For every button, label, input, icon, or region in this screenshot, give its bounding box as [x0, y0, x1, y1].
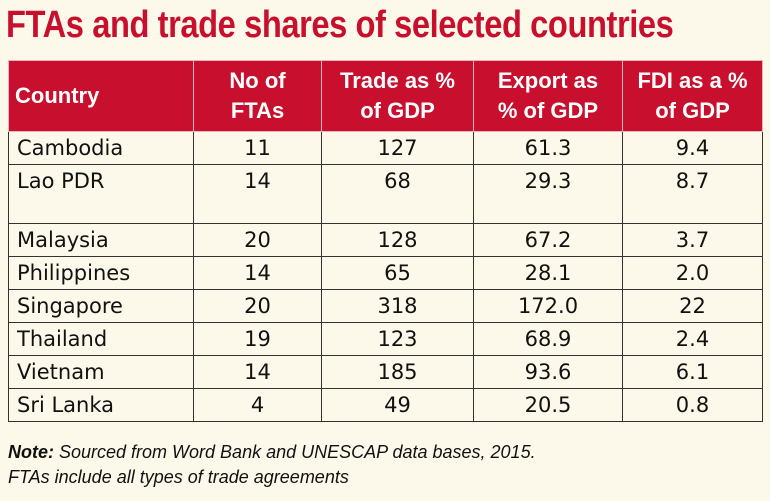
cell-trade: 128 [321, 223, 474, 257]
note-label: Note: [8, 442, 54, 462]
cell-country: Malaysia [8, 223, 194, 257]
cell-fdi: 0.8 [622, 388, 763, 422]
cell-ftas: 4 [193, 388, 322, 422]
cell-trade: 185 [321, 355, 474, 389]
cell-fdi: 2.0 [622, 256, 763, 290]
cell-export: 61.3 [473, 131, 623, 165]
cell-export: 28.1 [473, 256, 623, 290]
cell-export: 20.5 [473, 388, 623, 422]
cell-trade: 318 [321, 289, 474, 323]
table-row: Vietnam 14 185 93.6 6.1 [8, 355, 763, 389]
table-row: Cambodia 11 127 61.3 9.4 [8, 131, 763, 165]
cell-fdi: 3.7 [622, 223, 763, 257]
cell-fdi: 22 [622, 289, 763, 323]
cell-export: 68.9 [473, 322, 623, 356]
cell-fdi: 8.7 [622, 164, 763, 224]
cell-trade: 68 [321, 164, 474, 224]
cell-country: Thailand [8, 322, 194, 356]
header-country: Country [8, 60, 194, 132]
cell-fdi: 2.4 [622, 322, 763, 356]
header-fdi-gdp: FDI as a % of GDP [622, 60, 763, 132]
table-header-row: Country No of FTAs Trade as % of GDP Expor… [8, 60, 763, 132]
cell-trade: 49 [321, 388, 474, 422]
cell-country: Singapore [8, 289, 194, 323]
cell-ftas: 20 [193, 223, 322, 257]
table-row: Sri Lanka 4 49 20.5 0.8 [8, 388, 763, 422]
cell-trade: 127 [321, 131, 474, 165]
cell-trade: 65 [321, 256, 474, 290]
cell-ftas: 14 [193, 256, 322, 290]
cell-country: Philippines [8, 256, 194, 290]
header-trade-gdp: Trade as % of GDP [321, 60, 474, 132]
cell-fdi: 6.1 [622, 355, 763, 389]
cell-export: 67.2 [473, 223, 623, 257]
page-title: FTAs and trade shares of selected countr… [6, 4, 674, 46]
cell-country: Sri Lanka [8, 388, 194, 422]
cell-country: Lao PDR [8, 164, 194, 224]
cell-country: Cambodia [8, 131, 194, 165]
cell-ftas: 11 [193, 131, 322, 165]
table-row: Malaysia 20 128 67.2 3.7 [8, 223, 763, 257]
footnote: Note: Sourced from Word Bank and UNESCAP… [8, 440, 536, 490]
cell-ftas: 19 [193, 322, 322, 356]
note-source: Sourced from Word Bank and UNESCAP data … [54, 442, 536, 462]
table-row: Singapore 20 318 172.0 22 [8, 289, 763, 323]
cell-ftas: 14 [193, 355, 322, 389]
cell-export: 93.6 [473, 355, 623, 389]
header-export-gdp: Export as% of GDP [473, 60, 623, 132]
cell-fdi: 9.4 [622, 131, 763, 165]
table-row: Thailand 19 123 68.9 2.4 [8, 322, 763, 356]
footnote-line-1: Note: Sourced from Word Bank and UNESCAP… [8, 440, 536, 465]
cell-ftas: 14 [193, 164, 322, 224]
trade-table: Country No of FTAs Trade as % of GDP Expor… [8, 60, 763, 422]
table-row: Lao PDR 14 68 29.3 8.7 [8, 164, 763, 224]
footnote-line-2: FTAs include all types of trade agreemen… [8, 467, 349, 487]
cell-export: 29.3 [473, 164, 623, 224]
cell-trade: 123 [321, 322, 474, 356]
cell-country: Vietnam [8, 355, 194, 389]
cell-export: 172.0 [473, 289, 623, 323]
table-row: Philippines 14 65 28.1 2.0 [8, 256, 763, 290]
cell-ftas: 20 [193, 289, 322, 323]
header-no-of-ftas: No of FTAs [193, 60, 322, 132]
